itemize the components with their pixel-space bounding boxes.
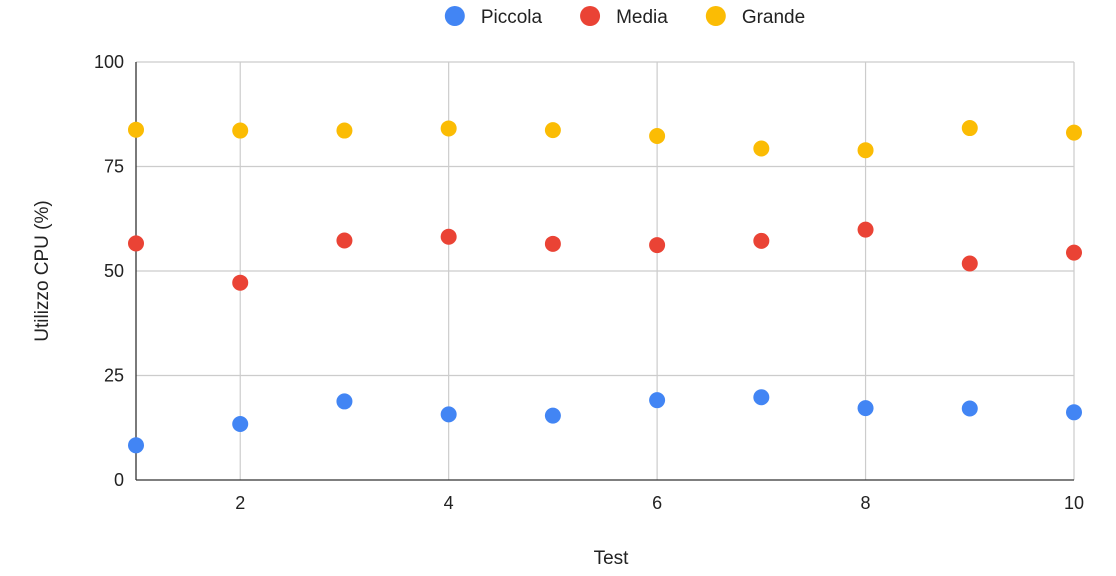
grid-lines	[136, 61, 1075, 480]
legend-item-piccola: Piccola	[444, 6, 543, 28]
legend-label: Media	[616, 7, 668, 28]
point-media	[857, 221, 874, 238]
point-grande	[440, 120, 457, 137]
point-grande	[336, 122, 353, 139]
point-media	[128, 235, 144, 252]
legend-item-media: Media	[580, 6, 668, 28]
point-piccola	[961, 400, 978, 417]
point-piccola	[857, 400, 874, 417]
point-piccola	[440, 406, 457, 423]
legend-marker	[444, 6, 465, 26]
point-grande	[857, 142, 874, 159]
legend-label: Piccola	[481, 7, 543, 28]
point-piccola	[232, 415, 249, 432]
x-tick-label: 8	[861, 493, 871, 513]
y-tick-label: 75	[104, 157, 124, 177]
point-media	[336, 232, 353, 249]
point-piccola	[336, 393, 353, 410]
point-media	[649, 237, 666, 254]
y-tick-label: 25	[104, 366, 124, 386]
point-piccola	[1066, 404, 1082, 421]
x-axis-title: Test	[594, 548, 630, 569]
x-tick-label: 6	[652, 493, 662, 513]
y-tick-label: 50	[104, 261, 124, 281]
point-piccola	[649, 392, 666, 409]
data-points	[128, 120, 1082, 454]
x-tick-label: 4	[444, 493, 454, 513]
point-grande	[649, 127, 666, 144]
point-grande	[544, 122, 561, 139]
x-tick-label: 10	[1064, 493, 1084, 513]
y-tick-label: 0	[114, 470, 124, 490]
point-grande	[128, 121, 144, 138]
point-media	[440, 228, 457, 245]
point-media	[232, 274, 249, 291]
y-tick-label: 100	[94, 52, 124, 72]
point-media	[961, 255, 978, 272]
legend-item-grande: Grande	[705, 6, 805, 28]
point-media	[1066, 244, 1082, 261]
tick-labels: 0 25 50 75 100 2 4 6 8 10	[94, 52, 1084, 513]
point-grande	[1066, 124, 1082, 141]
legend: Piccola Media Grande	[444, 6, 805, 28]
point-piccola	[753, 389, 770, 406]
point-piccola	[128, 437, 144, 454]
legend-label: Grande	[742, 7, 805, 28]
point-grande	[961, 120, 978, 137]
point-media	[753, 232, 770, 249]
point-grande	[753, 140, 770, 157]
y-axis-title: Utilizzo CPU (%)	[32, 200, 53, 341]
legend-marker	[580, 6, 601, 26]
x-tick-label: 2	[235, 493, 245, 513]
point-piccola	[544, 407, 561, 424]
point-grande	[232, 122, 249, 139]
point-media	[544, 235, 561, 252]
legend-marker	[705, 6, 726, 26]
